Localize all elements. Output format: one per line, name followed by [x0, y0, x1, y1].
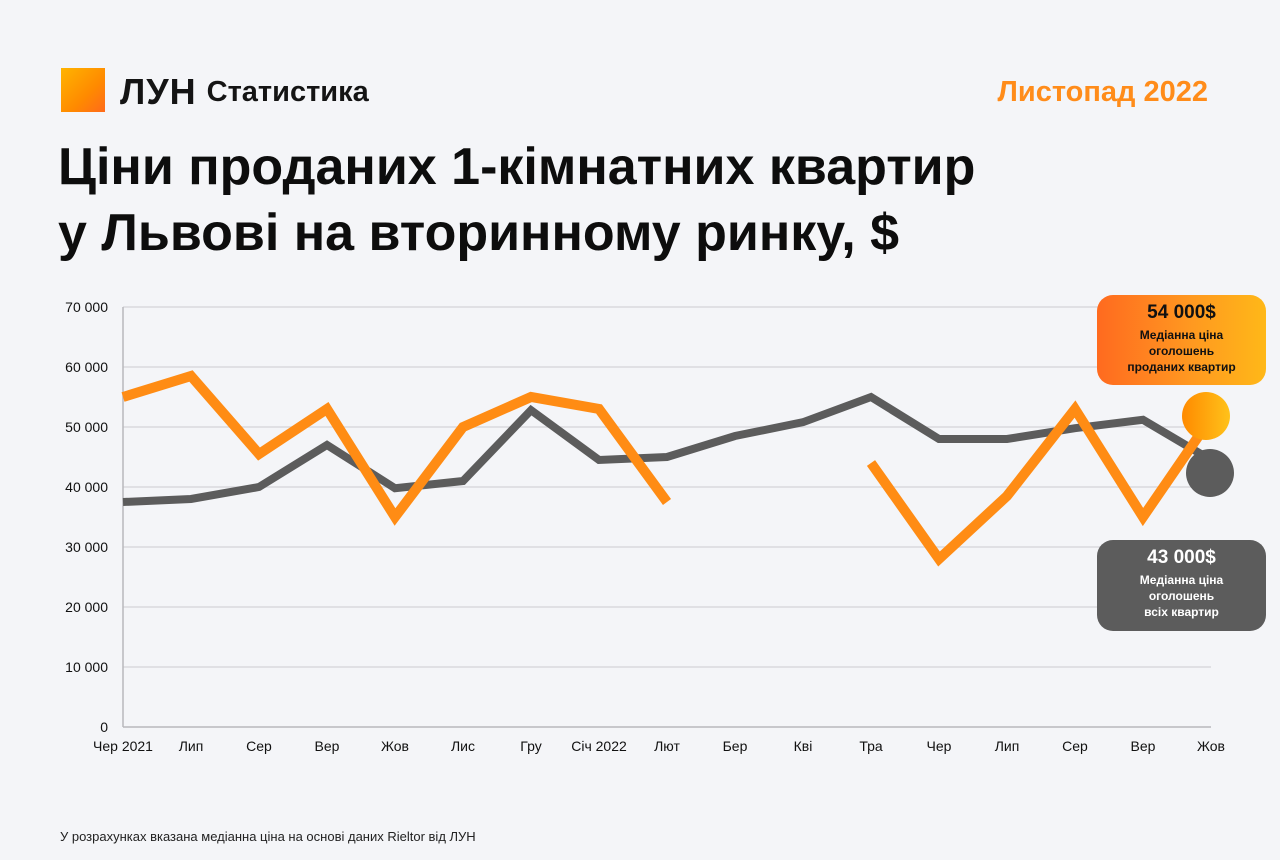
sold-price-line — [866, 400, 1216, 567]
all-price-value: 43 000$ — [1147, 547, 1216, 568]
footnote: У розрахунках вказана медіанна ціна на о… — [60, 829, 476, 844]
x-tick-label: Кві — [794, 738, 813, 754]
x-tick-label: Січ 2022 — [571, 738, 627, 754]
y-tick-label: 50 000 — [65, 419, 108, 435]
sold-price-value: 54 000$ — [1147, 302, 1216, 323]
x-tick-label: Вер — [1131, 738, 1156, 754]
chart-title-line2: у Львові на вторинному ринку, $ — [58, 204, 900, 262]
x-tick-label: Жов — [1197, 738, 1225, 754]
sold-desc-line: оголошень — [1148, 344, 1215, 358]
all-desc-line: Медіанна ціна — [1139, 573, 1224, 587]
x-tick-label: Сер — [246, 738, 272, 754]
brand: ЛУН Статистика — [120, 70, 369, 114]
x-tick-label: Сер — [1062, 738, 1088, 754]
y-tick-label: 10 000 — [65, 659, 108, 675]
sold-price-line — [121, 370, 672, 526]
x-tick-label: Чер 2021 — [93, 738, 153, 754]
sold-desc-line: Медіанна ціна — [1139, 328, 1224, 342]
x-tick-label: Бер — [723, 738, 748, 754]
brand-name: ЛУН — [120, 71, 197, 112]
all-series-marker — [1186, 449, 1234, 497]
luna-logo-square — [61, 68, 105, 112]
y-tick-label: 20 000 — [65, 599, 108, 615]
x-tick-label: Лют — [654, 738, 680, 754]
chart-title-line1: Ціни проданих 1-кімнатних квартир — [58, 138, 976, 196]
all-desc-line: всіх квартир — [1144, 605, 1219, 619]
x-tick-label: Тра — [859, 738, 883, 754]
x-tick-label: Жов — [381, 738, 409, 754]
brand-section: Статистика — [206, 75, 369, 108]
y-tick-label: 40 000 — [65, 479, 108, 495]
x-tick-label: Лип — [995, 738, 1020, 754]
sold-price-callout: 54 000$ Медіанна ціна оголошень проданих… — [1097, 295, 1266, 385]
y-tick-label: 60 000 — [65, 359, 108, 375]
x-tick-label: Гру — [520, 738, 541, 754]
sold-desc-line: проданих квартир — [1127, 360, 1236, 374]
chart-title: Ціни проданих 1-кімнатних квартир у Льво… — [58, 134, 1158, 266]
all-price-line — [122, 392, 1214, 506]
all-price-description: Медіанна ціна оголошень всіх квартир — [1097, 572, 1266, 620]
x-tick-label: Вер — [315, 738, 340, 754]
all-desc-line: оголошень — [1148, 589, 1215, 603]
y-tick-label: 70 000 — [65, 299, 108, 315]
y-tick-label: 0 — [100, 719, 108, 735]
sold-price-description: Медіанна ціна оголошень проданих квартир — [1097, 327, 1266, 375]
x-tick-label: Чер — [927, 738, 952, 754]
period-label: Листопад 2022 — [997, 76, 1208, 108]
x-tick-label: Лип — [179, 738, 204, 754]
x-tick-label: Лис — [451, 738, 475, 754]
y-tick-label: 30 000 — [65, 539, 108, 555]
all-price-callout: 43 000$ Медіанна ціна оголошень всіх ква… — [1097, 540, 1266, 631]
sold-series-marker — [1182, 392, 1230, 440]
